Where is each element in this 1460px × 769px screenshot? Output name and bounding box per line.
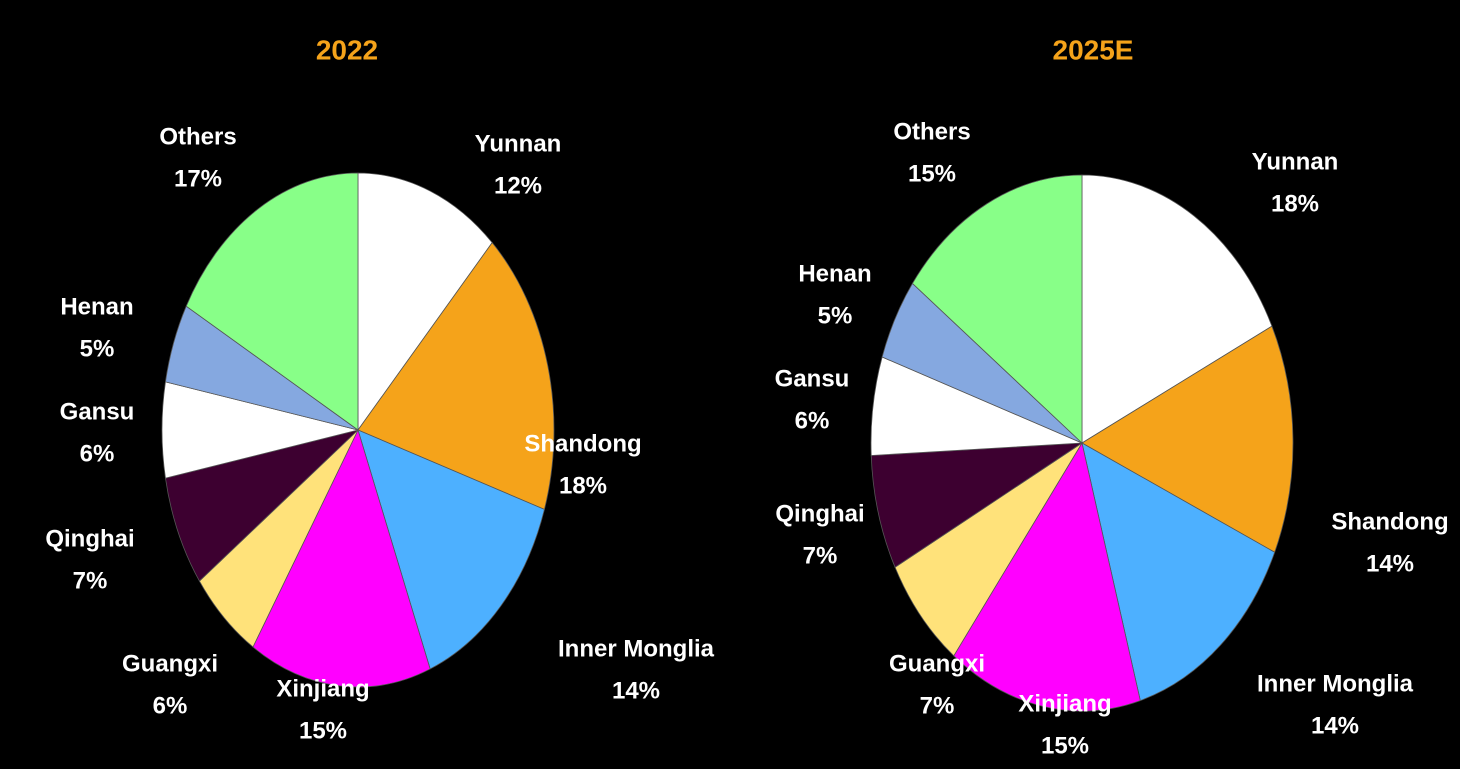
slice-value-label: 15% [908,160,956,187]
slice-value-label: 7% [73,567,108,594]
slice-label: Others [159,123,236,150]
slice-label: Yunnan [475,130,562,157]
pie-slice [911,174,1083,444]
slice-value-label: 6% [153,692,188,719]
slice-value-label: 6% [795,407,830,434]
pie-slice [1081,174,1273,444]
slice-value-label: 14% [1366,550,1414,577]
slice-label: Qinghai [45,525,134,552]
slice-label: Others [893,118,970,145]
slice-value-label: 6% [80,440,115,467]
slice-value-label: 7% [920,692,955,719]
slice-label: Gansu [775,365,850,392]
slice-label: Inner Monglia [558,635,715,662]
slice-label: Xinjiang [276,675,369,702]
slice-label: Guangxi [122,650,218,677]
slice-value-label: 18% [1271,190,1319,217]
slice-label: Shandong [1331,508,1448,535]
pie-slice [894,442,1083,657]
pie-slice [870,442,1084,568]
slice-value-label: 12% [494,172,542,199]
pie-slice [252,428,431,688]
slice-label: Guangxi [889,650,985,677]
slice-value-label: 15% [1041,732,1089,759]
pie-slice [185,172,359,431]
slice-value-label: 5% [80,335,115,362]
slice-label: Shandong [524,430,641,457]
pie-slice [357,429,545,670]
slice-value-label: 18% [559,472,607,499]
slice-value-label: 7% [803,542,838,569]
pie-slice [357,241,555,510]
slice-value-label: 5% [818,302,853,329]
pie-slice [953,441,1141,712]
slice-label: Inner Monglia [1257,670,1414,697]
slice-value-label: 14% [1311,712,1359,739]
slice-label: Gansu [60,398,135,425]
slice-label: Henan [798,260,871,287]
pie-slice [357,172,493,432]
slice-label: Qinghai [775,500,864,527]
chart-title: 2025E [1053,34,1134,65]
slice-value-label: 14% [612,677,660,704]
slice-label: Henan [60,293,133,320]
pie-slice [1081,325,1294,553]
slice-label: Xinjiang [1018,690,1111,717]
slice-value-label: 15% [299,717,347,744]
slice-label: Yunnan [1252,148,1339,175]
pie-slice [1081,442,1276,702]
pie-slice [165,429,360,582]
slice-value-label: 17% [174,165,222,192]
chart-title: 2022 [316,34,378,65]
